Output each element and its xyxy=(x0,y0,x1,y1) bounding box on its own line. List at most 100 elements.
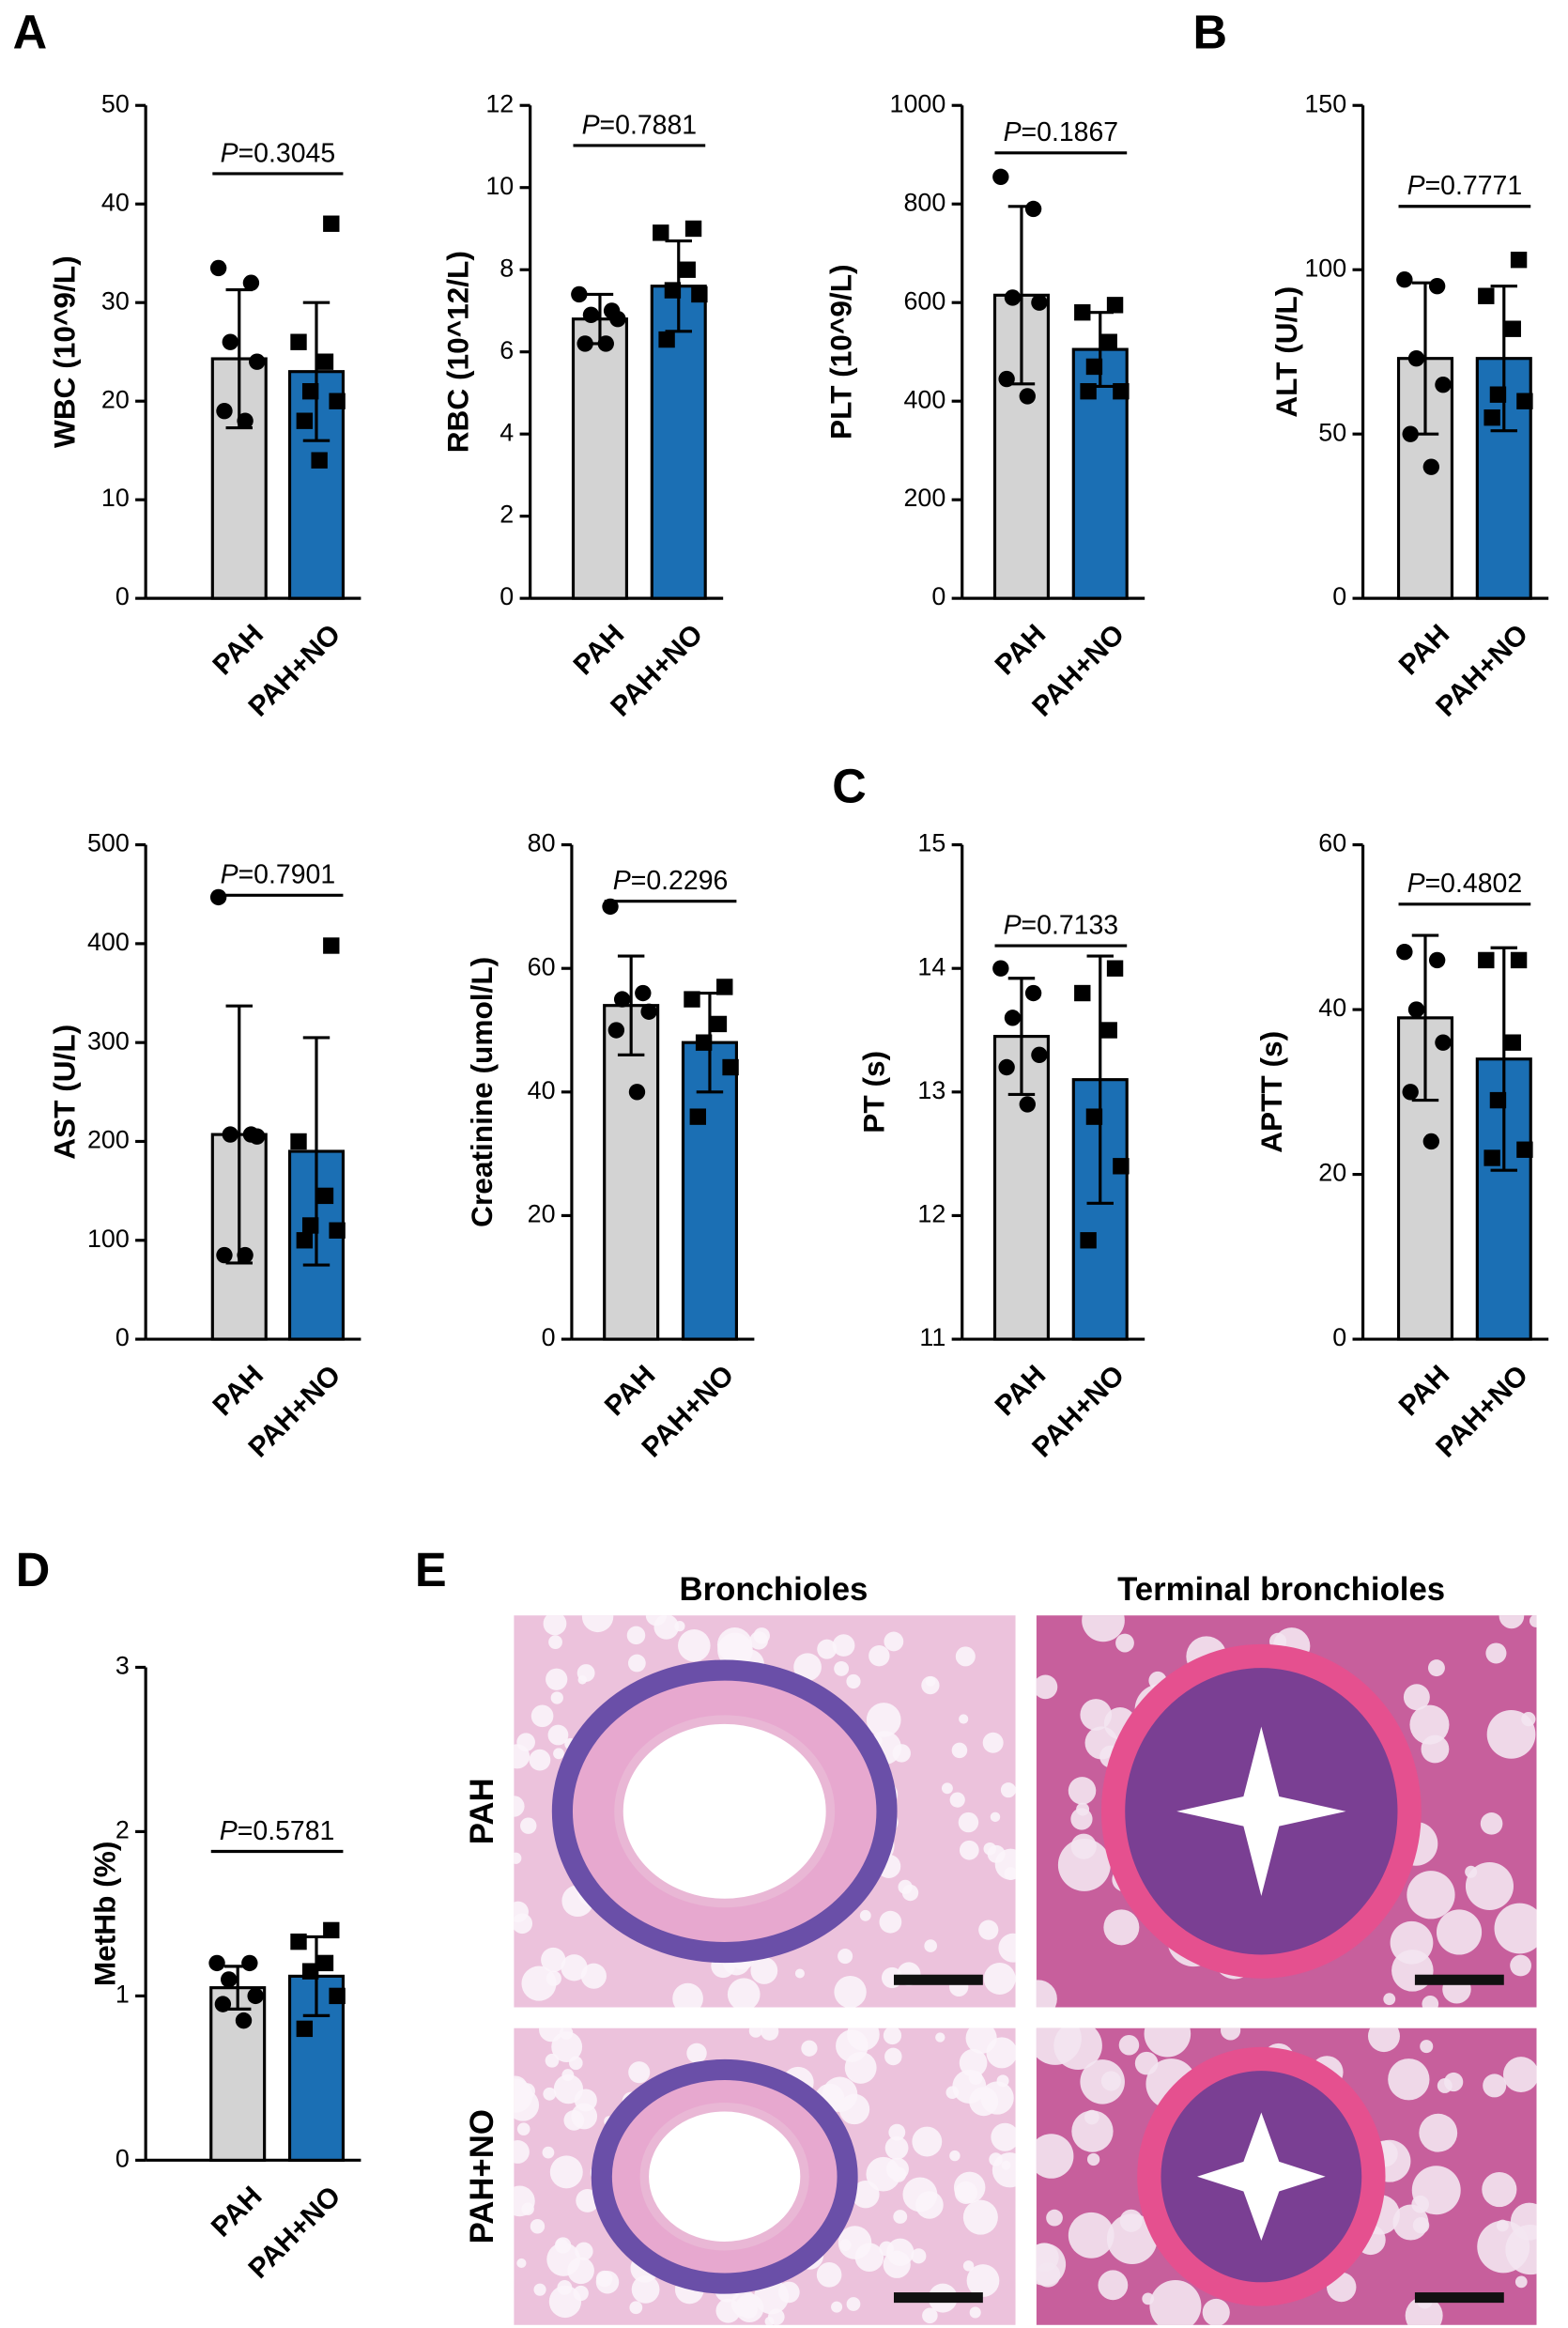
alveolus xyxy=(1082,1615,1125,1642)
alveolus xyxy=(520,1817,537,1834)
data-point xyxy=(1031,294,1048,311)
alveolus xyxy=(852,2181,880,2209)
data-point xyxy=(992,168,1009,186)
alveolus xyxy=(716,1627,753,1663)
alveolus xyxy=(955,1646,976,1667)
alveolus xyxy=(941,1782,953,1795)
alveolus xyxy=(1411,2195,1429,2213)
alveolus xyxy=(1514,2275,1528,2289)
alveolus xyxy=(553,2074,584,2104)
p-symbol: P xyxy=(1407,171,1425,201)
alveolus xyxy=(1529,1615,1537,1627)
y-tick-label: 50 xyxy=(101,89,130,117)
alveolus xyxy=(1510,1954,1531,1977)
data-point xyxy=(1407,349,1425,367)
alveolus xyxy=(832,1634,855,1657)
alveolus xyxy=(834,1975,867,2008)
y-axis-label: PLT (10^9/L) xyxy=(824,264,858,439)
error-bar xyxy=(1086,954,1114,1205)
data-point xyxy=(1435,1034,1452,1051)
alveolus xyxy=(921,1675,940,1695)
data-point xyxy=(1085,358,1103,376)
alveolus xyxy=(924,1939,937,1952)
panel-label: C xyxy=(832,759,867,812)
data-point xyxy=(695,1034,713,1051)
alveolus xyxy=(546,2243,581,2276)
alveolus xyxy=(1403,1684,1430,1711)
alveolus xyxy=(549,2155,583,2189)
alveolus xyxy=(1098,2270,1129,2301)
y-axis-label: Creatinine (umol/L) xyxy=(465,957,499,1227)
alveolus xyxy=(912,2126,943,2157)
alveolus xyxy=(952,2069,987,2104)
data-point xyxy=(1504,320,1521,337)
alveolus xyxy=(831,2301,843,2313)
alveolus xyxy=(727,1978,761,2008)
alveolus xyxy=(1405,2296,1443,2325)
alveolus xyxy=(514,2089,540,2121)
error-bar xyxy=(1411,933,1439,1102)
data-point xyxy=(208,1954,225,1972)
alveolus xyxy=(1086,2152,1100,2166)
alveolus xyxy=(866,1703,901,1737)
data-point xyxy=(1402,425,1419,442)
data-point xyxy=(1031,1046,1048,1064)
data-point xyxy=(607,1022,625,1039)
alveolus xyxy=(1436,1909,1483,1955)
alveolus xyxy=(1053,2027,1102,2070)
alveolus xyxy=(1071,2110,1114,2152)
alveolus xyxy=(674,1620,685,1632)
alveolus xyxy=(879,1910,902,1934)
alveolus xyxy=(1220,2027,1241,2041)
data-point xyxy=(235,2012,253,2029)
alveolus xyxy=(794,1968,805,1979)
alveolus xyxy=(748,2027,763,2038)
alveolus xyxy=(982,1732,1004,1753)
data-point xyxy=(242,274,260,291)
p-symbol: P xyxy=(582,110,600,140)
data-point xyxy=(316,353,334,370)
alveolus xyxy=(1420,2040,1434,2054)
alveolus xyxy=(1494,1903,1537,1954)
alveolus xyxy=(1000,1782,1016,1798)
alveolus xyxy=(1505,2225,1537,2275)
alveolus xyxy=(883,2027,902,2045)
alveolus xyxy=(1367,2027,1400,2053)
data-point xyxy=(582,306,600,324)
alveolus xyxy=(888,2123,906,2141)
alveolus xyxy=(959,2048,988,2077)
alveolus xyxy=(816,2262,842,2288)
x-tick-label: PAH xyxy=(206,2181,269,2243)
data-point xyxy=(640,1003,657,1020)
alveolus xyxy=(1483,2074,1507,2098)
alveolus xyxy=(959,1714,969,1724)
x-tick-label: PAH xyxy=(568,619,631,682)
y-tick-label: 12 xyxy=(917,1200,945,1228)
alveolus xyxy=(530,1704,554,1728)
y-tick-label: 40 xyxy=(1318,994,1346,1022)
y-tick-label: 0 xyxy=(115,2144,130,2172)
p-symbol: P xyxy=(1004,910,1022,940)
p-symbol: P xyxy=(1407,869,1425,899)
y-axis-label: WBC (10^9/L) xyxy=(48,255,82,448)
data-point xyxy=(1478,287,1495,304)
lumen xyxy=(639,2103,809,2251)
data-point xyxy=(1483,409,1500,426)
data-point xyxy=(311,452,328,469)
scale-bar xyxy=(893,1974,983,1985)
p-number: =0.2296 xyxy=(631,866,729,896)
y-axis-label: RBC (10^12/L) xyxy=(441,251,475,453)
alveolus xyxy=(869,1645,890,1667)
data-point xyxy=(1004,1010,1022,1026)
data-point xyxy=(1080,1232,1097,1249)
data-point xyxy=(710,1015,728,1033)
data-point xyxy=(301,382,319,400)
alveolus xyxy=(581,1615,614,1633)
panel-label: E xyxy=(415,1543,447,1596)
data-point xyxy=(1080,382,1097,400)
alveolus xyxy=(879,2241,894,2257)
alveolus xyxy=(1502,2057,1537,2092)
alveolus xyxy=(550,1691,563,1704)
error-bar xyxy=(1490,946,1518,1172)
y-tick-label: 30 xyxy=(101,286,130,315)
